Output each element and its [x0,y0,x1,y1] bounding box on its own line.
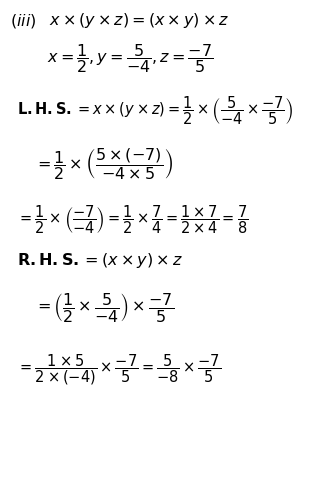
Text: $\mathbf{L.H.S.} = x \times (y \times z) = \dfrac{1}{2} \times \left(\dfrac{5}{-: $\mathbf{L.H.S.} = x \times (y \times z)… [17,94,293,126]
Text: $= \left(\dfrac{1}{2}\times\dfrac{5}{-4}\right) \times \dfrac{-7}{5}$: $= \left(\dfrac{1}{2}\times\dfrac{5}{-4}… [34,291,174,324]
Text: $= \dfrac{1}{2} \times \left(\dfrac{5\times(-7)}{-4\times5}\right)$: $= \dfrac{1}{2} \times \left(\dfrac{5\ti… [34,146,173,182]
Text: $\mathbf{R.H.S.} = (x \times y) \times z$: $\mathbf{R.H.S.} = (x \times y) \times z… [17,251,183,270]
Text: $x \times (y \times z) = (x \times y) \times z$: $x \times (y \times z) = (x \times y) \t… [49,11,229,30]
Text: $x = \dfrac{1}{2}, y = \dfrac{5}{-4}, z = \dfrac{-7}{5}$: $x = \dfrac{1}{2}, y = \dfrac{5}{-4}, z … [47,42,213,75]
Text: $\mathit{(iii)}$: $\mathit{(iii)}$ [10,12,37,29]
Text: $= \dfrac{1\times5}{2\times(-4)} \times \dfrac{-7}{5} = \dfrac{5}{-8} \times \df: $= \dfrac{1\times5}{2\times(-4)} \times … [17,353,221,387]
Text: $= \dfrac{1}{2} \times \left(\dfrac{-7}{-4}\right) = \dfrac{1}{2} \times \dfrac{: $= \dfrac{1}{2} \times \left(\dfrac{-7}{… [17,203,248,236]
